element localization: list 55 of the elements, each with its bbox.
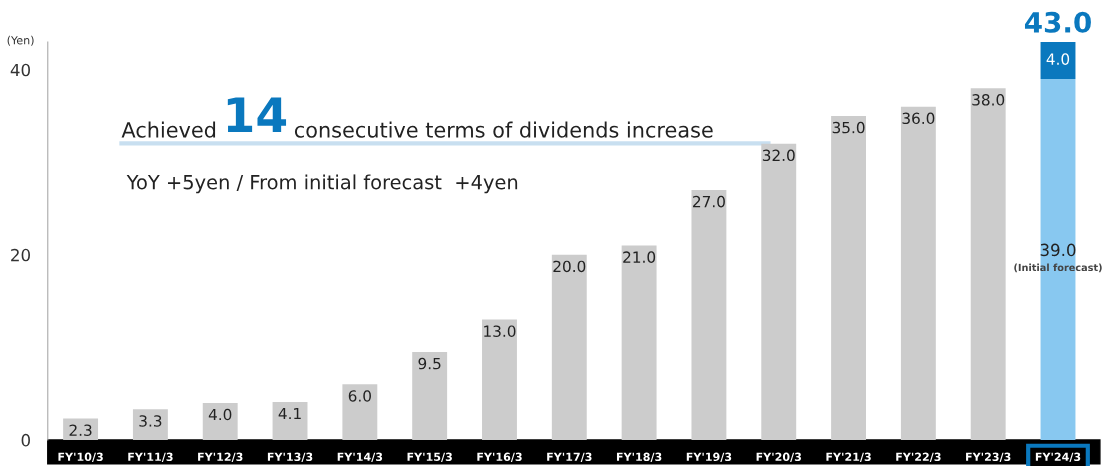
bar: [412, 351, 448, 440]
x-tick-label: FY'13/3: [267, 452, 313, 462]
x-tick-label: FY'23/3: [966, 452, 1011, 462]
x-tick-label: FY'15/3: [407, 452, 452, 462]
data-label: 21.0: [623, 251, 656, 263]
x-tick-label: FY'22/3: [896, 452, 941, 462]
data-label: 32.0: [762, 149, 795, 162]
data-label: 4.0: [1046, 53, 1070, 65]
bar: [691, 190, 727, 440]
data-label: 35.0: [832, 121, 865, 134]
x-tick-label: FY'14/3: [337, 452, 383, 462]
x-tick-label: FY'21/3: [826, 452, 871, 462]
data-label: 4.1: [278, 407, 301, 420]
data-label: 9.5: [418, 357, 441, 370]
y-tick-label: 40: [10, 63, 30, 77]
bar: [1040, 41, 1076, 79]
x-tick-label: FY'16/3: [477, 452, 522, 462]
y-axis-title: (Yen): [7, 35, 34, 46]
bar: [551, 254, 587, 440]
data-label: 38.0: [972, 94, 1005, 106]
annotation: YoY +5yen / From initial forecast +4yen: [126, 174, 518, 194]
x-tick-label: FY'10/3: [58, 452, 103, 462]
data-label: 36.0: [902, 112, 935, 125]
bar: [482, 319, 517, 440]
y-tick-label: 0: [21, 433, 30, 447]
bar: [202, 402, 238, 440]
bar: [900, 106, 936, 440]
bar: [831, 115, 867, 440]
x-tick-label: FY'12/3: [198, 452, 243, 462]
x-tick-label: FY'11/3: [128, 452, 173, 462]
y-tick-label: 20: [11, 248, 30, 262]
data-label: 20.0: [553, 260, 586, 273]
data-label: 13.0: [484, 325, 516, 337]
bar: [970, 88, 1006, 440]
x-tick-label: FY'24/3: [1035, 452, 1081, 462]
data-label: 4.0: [208, 408, 232, 421]
x-tick-label: FY'20/3: [756, 452, 801, 462]
annotation: consecutive terms of dividends increase: [294, 121, 713, 138]
annotation: 14: [227, 97, 287, 132]
x-tick-label: FY'19/3: [686, 452, 732, 462]
x-tick-label: FY'18/3: [616, 452, 662, 462]
bar: [63, 418, 99, 440]
data-label: 2.3: [69, 424, 92, 436]
data-label: 3.3: [139, 415, 162, 427]
bar: [621, 245, 657, 440]
x-tick-label: FY'17/3: [547, 452, 592, 462]
bar: [342, 384, 378, 440]
total-label: 43.0: [1024, 11, 1091, 33]
bar: [761, 143, 797, 440]
bar: [132, 409, 168, 440]
data-label: 27.0: [693, 195, 725, 208]
data-label: 39.0: [1040, 243, 1076, 257]
data-label: 6.0: [348, 390, 371, 402]
bar: [272, 401, 308, 440]
annotation: Achieved: [121, 121, 216, 138]
